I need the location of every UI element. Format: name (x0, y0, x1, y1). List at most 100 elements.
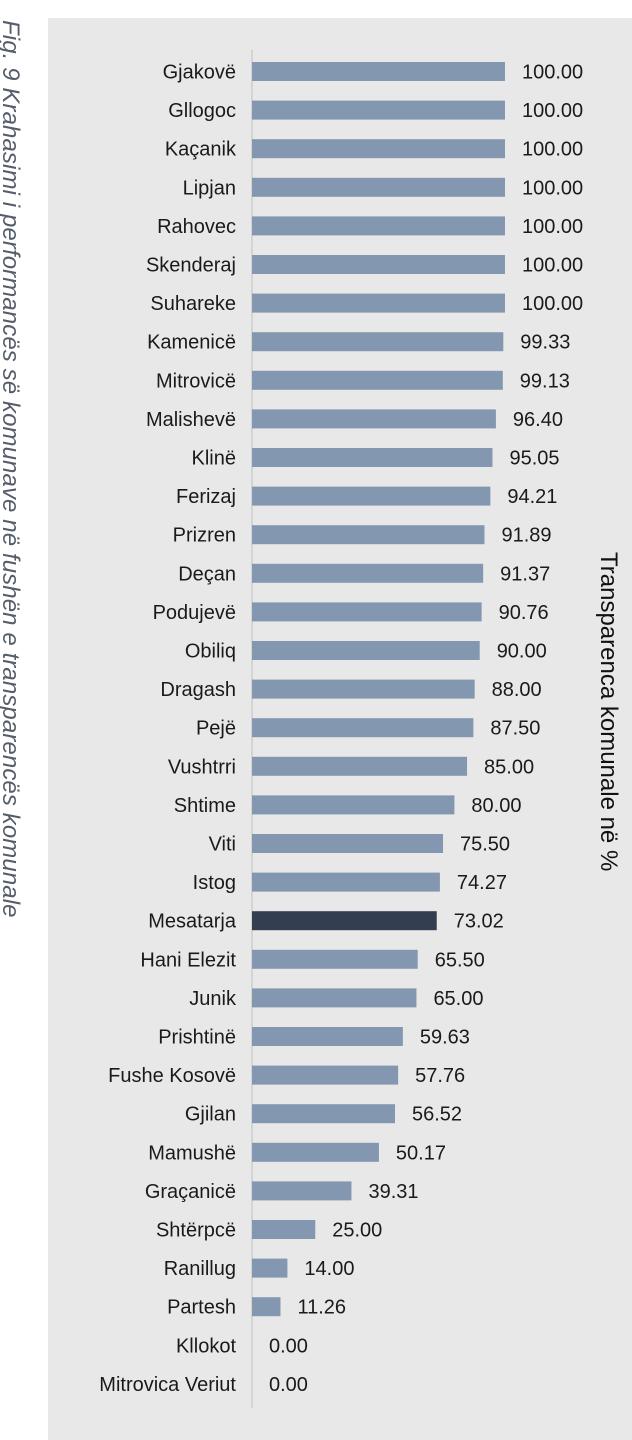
category-label: Mamushë (148, 1142, 236, 1164)
category-label: Skenderaj (146, 255, 236, 277)
value-label: 75.50 (460, 834, 510, 856)
bar (252, 1142, 379, 1162)
value-label: 91.37 (500, 563, 550, 585)
category-label: Prizren (173, 525, 236, 547)
category-label: Malishevë (146, 409, 236, 431)
bar (252, 563, 484, 583)
value-label: 25.00 (332, 1220, 382, 1242)
category-label: Gjakovë (163, 62, 236, 84)
value-label: 59.63 (420, 1027, 470, 1049)
bar (252, 448, 493, 467)
bar (252, 1220, 316, 1239)
bar (252, 1104, 395, 1124)
category-label: Mitrovica Veriut (99, 1374, 236, 1396)
category-label: Rahovec (157, 216, 236, 238)
category-label: Pejë (196, 718, 236, 740)
bar (252, 1065, 399, 1085)
category-label: Podujevë (153, 602, 236, 624)
bar (252, 139, 505, 159)
category-label: Mitrovicë (156, 370, 236, 392)
value-label: 80.00 (471, 795, 521, 817)
category-label: Junik (189, 988, 237, 1010)
bar (252, 370, 503, 390)
value-label: 90.76 (499, 602, 549, 624)
category-label: Klinë (192, 448, 236, 470)
value-label: 99.13 (520, 370, 570, 392)
value-label: 91.89 (501, 525, 551, 547)
category-labels-group: Gjakovë Gllogoc Kaçanik Lipjan Rahovec Skende… (99, 62, 237, 1396)
category-label: Shtërpcë (156, 1220, 236, 1242)
bar (252, 602, 482, 622)
bars-group (252, 62, 505, 1317)
value-label: 88.00 (492, 679, 542, 701)
bar-chart: Gjakovë Gllogoc Kaçanik Lipjan Rahovec Skende… (99, 50, 622, 1408)
bar (252, 1027, 403, 1046)
bar (252, 62, 505, 81)
value-label: 39.31 (368, 1181, 418, 1203)
bar (252, 1181, 352, 1201)
bar (252, 255, 505, 274)
value-label: 100.00 (522, 216, 583, 238)
value-label: 100.00 (522, 255, 583, 277)
value-labels-group: 100.00 100.00 100.00 100.00 100.00 100.00 100.… (269, 62, 583, 1396)
category-label: Lipjan (183, 177, 236, 199)
value-label: 100.00 (522, 62, 583, 84)
category-label: Mesatarja (148, 911, 237, 933)
category-label: Vushtrri (168, 756, 236, 778)
category-label: Kaçanik (165, 139, 237, 161)
bar (252, 988, 417, 1008)
bar (252, 679, 475, 699)
bar (252, 756, 468, 776)
category-label: Ranillug (164, 1258, 236, 1280)
category-label: Partesh (167, 1297, 236, 1319)
bar (252, 409, 496, 429)
category-label: Fushe Kosovë (108, 1065, 236, 1087)
bar (252, 100, 505, 120)
bar (252, 525, 485, 545)
value-label: 65.50 (435, 949, 485, 971)
value-label: 0.00 (269, 1335, 308, 1357)
value-label: 0.00 (269, 1374, 308, 1396)
bar (252, 718, 474, 738)
axis-title: Transparenca komunale në % (595, 552, 622, 871)
bar (252, 834, 444, 853)
bar (252, 486, 491, 506)
bar (252, 332, 504, 352)
value-label: 99.33 (520, 332, 570, 354)
value-label: 94.21 (507, 486, 557, 508)
bar (252, 216, 505, 236)
category-label: Ferizaj (176, 486, 236, 508)
value-label: 87.50 (490, 718, 540, 740)
value-label: 50.17 (396, 1142, 446, 1164)
bar (252, 872, 440, 892)
category-label: Kllokot (176, 1335, 236, 1357)
value-label: 14.00 (304, 1258, 354, 1280)
category-label: Suhareke (150, 293, 236, 315)
category-label: Dragash (160, 679, 236, 701)
bar (252, 641, 480, 660)
category-label: Obiliq (185, 641, 236, 663)
value-label: 85.00 (484, 756, 534, 778)
bar (252, 293, 505, 313)
value-label: 65.00 (433, 988, 483, 1010)
figure-caption-text: Fig. 9 Krahasimi i performancës së komun… (0, 20, 24, 918)
bar (252, 177, 505, 197)
value-label: 56.52 (412, 1104, 462, 1126)
bar (252, 795, 455, 815)
category-label: Kamenicë (147, 332, 236, 354)
value-label: 11.26 (297, 1297, 346, 1319)
chart-panel: Gjakovë Gllogoc Kaçanik Lipjan Rahovec Skende… (48, 18, 632, 1440)
bar (252, 1258, 288, 1278)
value-label: 90.00 (497, 641, 547, 663)
category-label: Istog (193, 872, 236, 894)
category-label: Gllogoc (168, 100, 236, 122)
category-label: Deçan (178, 563, 236, 585)
value-label: 57.76 (415, 1065, 465, 1087)
bar-average (252, 911, 437, 931)
category-label: Gjilan (185, 1104, 236, 1126)
value-label: 96.40 (513, 409, 563, 431)
value-label: 73.02 (454, 911, 504, 933)
category-label: Graçanicë (145, 1181, 236, 1203)
value-label: 100.00 (522, 100, 583, 122)
bar (252, 1297, 281, 1317)
